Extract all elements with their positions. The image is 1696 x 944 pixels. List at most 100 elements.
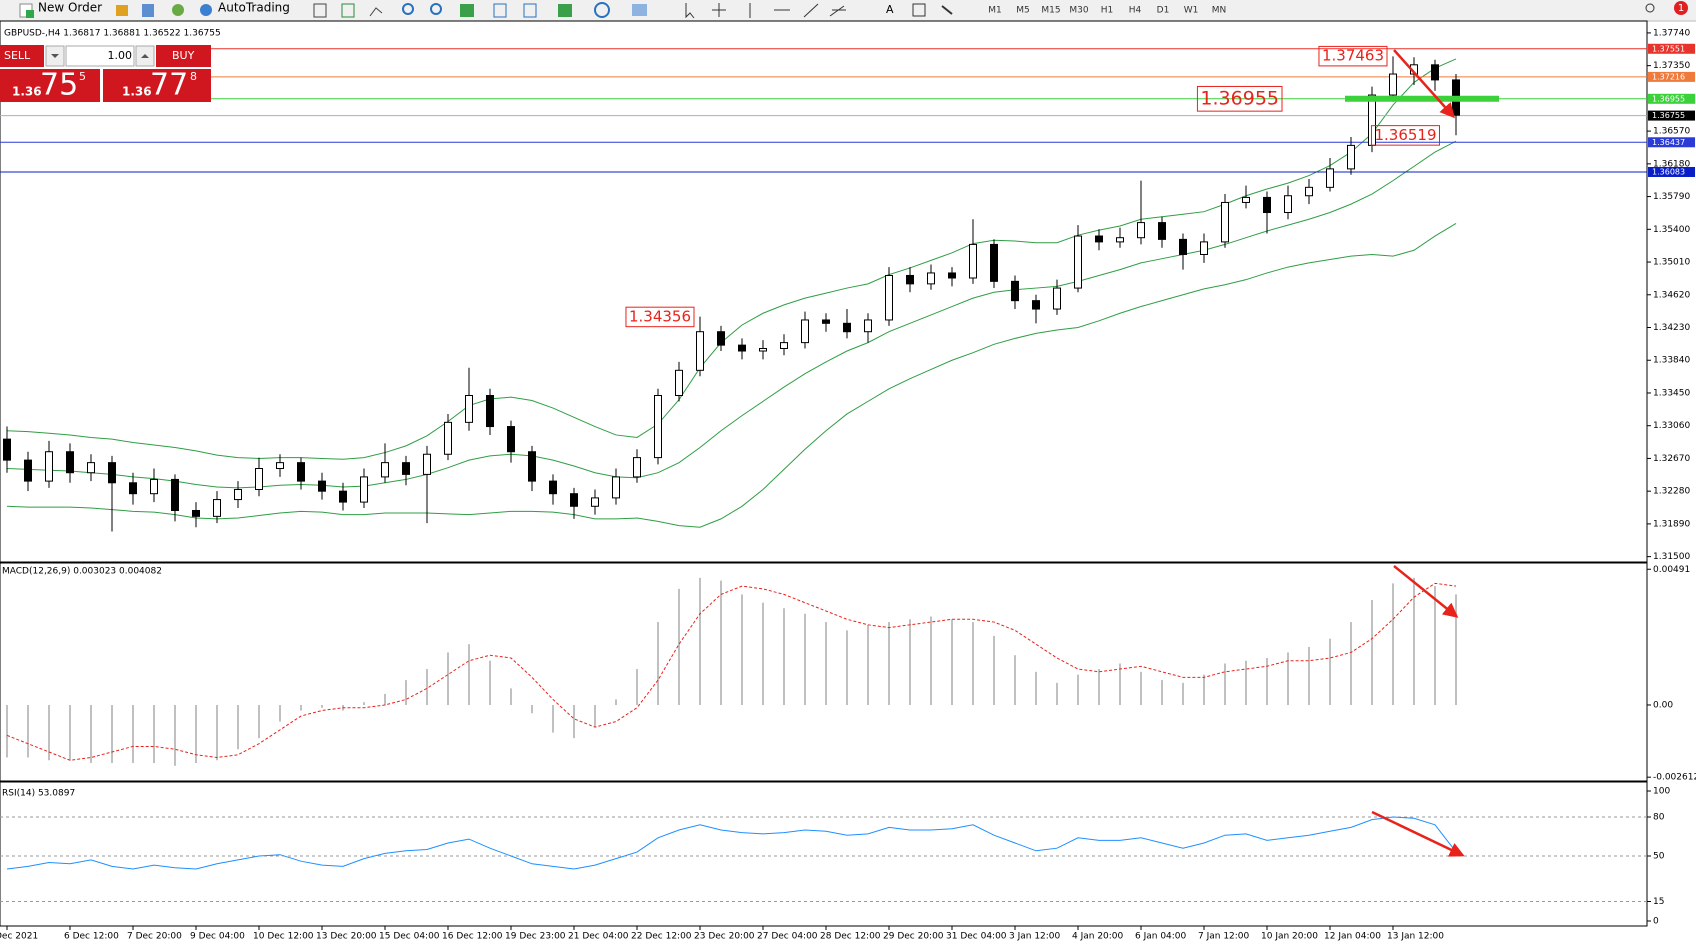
buy-button[interactable]	[156, 45, 211, 67]
y-tick-label: 0.00491	[1653, 565, 1690, 575]
candle-body	[1284, 195, 1292, 214]
sell-button[interactable]	[0, 45, 44, 67]
panel-frame	[0, 781, 1648, 927]
candle-body	[276, 462, 284, 470]
buy-pips: 77	[150, 68, 188, 103]
x-tick-label: 21 Dec 04:00	[568, 932, 629, 942]
x-tick-label: 16 Dec 12:00	[442, 932, 503, 942]
buy-price-box[interactable]	[103, 69, 211, 102]
annotation-box	[1196, 85, 1283, 112]
trend-arrow	[1371, 810, 1465, 857]
timeframe[interactable]: D1	[1157, 6, 1170, 16]
price-level-tag	[1648, 71, 1695, 82]
x-tick-label: 7 Jan 12:00	[1198, 932, 1250, 942]
toolbar-icons: A	[19, 2, 953, 19]
panel-frame	[0, 20, 1648, 563]
macd-signal	[6, 582, 1457, 761]
price-level-tag	[1648, 43, 1695, 54]
timeframe[interactable]: H4	[1129, 6, 1142, 16]
trade-panel: SELL 1.00 BUY 1.36 75 5 1.36 77 8	[0, 45, 211, 103]
x-tick-label: 3 Jan 12:00	[1009, 932, 1061, 942]
candle-body	[885, 274, 893, 321]
toolbar	[0, 0, 1696, 21]
sell-price-box[interactable]	[0, 69, 100, 102]
y-tick-label: 50	[1653, 852, 1665, 862]
candle-body	[423, 453, 431, 475]
price-level-label: 1.36755	[1652, 111, 1685, 120]
annotation-box	[1370, 125, 1440, 146]
candle-body	[1137, 222, 1145, 239]
timeframe[interactable]: M15	[1041, 6, 1060, 16]
auto-trading[interactable]: AutoTrading	[218, 1, 290, 15]
price-level-label: 1.36437	[1652, 138, 1685, 147]
bollinger-lower	[6, 223, 1457, 528]
candle-body	[1263, 196, 1271, 214]
candle-body	[822, 319, 830, 324]
candle-body	[1431, 64, 1439, 81]
candle-body	[360, 476, 368, 503]
candle-body	[717, 331, 725, 346]
candle-body	[507, 426, 515, 453]
sell-big-figure: 1.36	[12, 85, 42, 99]
x-tick-label: 6 Jan 04:00	[1135, 932, 1187, 942]
candle-body	[402, 462, 410, 475]
annotation-box	[625, 306, 695, 328]
lot-value: 1.00	[108, 49, 133, 62]
candle-body	[87, 462, 95, 474]
candle-body	[381, 462, 389, 478]
price-level-tag	[1648, 137, 1695, 148]
y-tick-label: 1.31890	[1653, 519, 1690, 529]
x-tick-label: 9 Dec 04:00	[190, 932, 245, 942]
timeframe[interactable]: M30	[1069, 6, 1088, 16]
candle-body	[339, 490, 347, 503]
candle-body	[1011, 280, 1019, 302]
y-tick-label: 100	[1653, 787, 1670, 797]
candle-body	[1053, 287, 1061, 310]
timeframe[interactable]: MN	[1212, 6, 1227, 16]
candle-body	[1074, 235, 1082, 289]
y-tick-label: 80	[1653, 813, 1665, 823]
new-order[interactable]: New Order	[38, 1, 102, 15]
x-tick-label: 7 Dec 20:00	[127, 932, 182, 942]
price-level-tag	[1648, 166, 1695, 177]
price-annotation: 1.36519	[1374, 126, 1436, 144]
x-tick-label: 10 Jan 20:00	[1261, 932, 1318, 942]
candle-body	[318, 480, 326, 492]
trend-arrow	[1393, 49, 1455, 119]
candle-body	[843, 322, 851, 333]
price-level-label: 1.37216	[1652, 72, 1685, 81]
candle-body	[255, 468, 263, 490]
y-tick-label: 1.31500	[1653, 552, 1690, 562]
y-tick-label: -0.002612	[1653, 773, 1696, 783]
price-level-tag	[1648, 93, 1695, 104]
timeframe[interactable]: W1	[1184, 6, 1199, 16]
annotation-box	[1318, 45, 1388, 67]
bollinger-middle	[6, 140, 1457, 489]
notification-badge[interactable]	[1674, 1, 1688, 15]
y-tick-label: 0.00	[1653, 700, 1673, 710]
y-tick-label: 1.32280	[1653, 487, 1690, 497]
timeframe[interactable]: M1	[988, 6, 1002, 16]
x-tick-label: 12 Jan 04:00	[1324, 932, 1381, 942]
timeframe[interactable]: H1	[1101, 6, 1114, 16]
candle-body	[45, 451, 53, 482]
candle-body	[1305, 186, 1313, 197]
timeframe[interactable]: M5	[1016, 6, 1030, 16]
candle-body	[234, 488, 242, 501]
candle-body	[696, 331, 704, 371]
candle-body	[969, 243, 977, 279]
candle-body	[486, 394, 494, 428]
candle-body	[192, 509, 200, 517]
y-tick-label: 1.33060	[1653, 421, 1690, 431]
candle-body	[1389, 73, 1397, 96]
rsi-line	[6, 816, 1457, 870]
candle-body	[108, 462, 116, 484]
y-tick-label: 15	[1653, 897, 1664, 907]
panel-frame	[0, 562, 1648, 782]
lot-input[interactable]	[65, 45, 135, 67]
candle-body	[1095, 235, 1103, 243]
drawn-arrows	[1371, 49, 1465, 857]
y-tick-label: 1.36180	[1653, 159, 1690, 169]
candle-body	[1032, 300, 1040, 310]
